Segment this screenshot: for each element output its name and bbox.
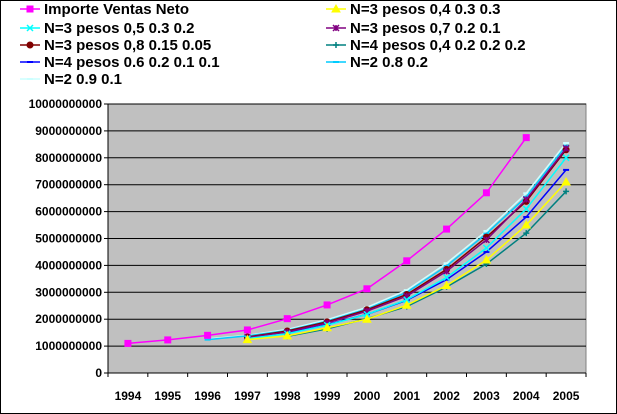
- legend-label: N=4 pesos 0,4 0.2 0.2 0.2: [350, 37, 526, 54]
- x-tick-label: 1996: [194, 389, 221, 403]
- data-point: [522, 205, 530, 213]
- series-line: [207, 145, 567, 341]
- data-point: [522, 134, 530, 142]
- data-point: [441, 280, 452, 290]
- x-tick-label: 2005: [553, 389, 580, 403]
- data-point: [562, 144, 570, 152]
- y-tick-label: 3000000000: [35, 285, 102, 299]
- y-tick-label: 8000000000: [35, 151, 102, 165]
- x-tick-label: 2003: [473, 389, 500, 403]
- legend-marker: [26, 24, 34, 32]
- legend-marker: [332, 24, 340, 32]
- data-point: [282, 330, 293, 340]
- x-tick-label: 1999: [314, 389, 341, 403]
- y-tick-label: 0: [95, 366, 102, 380]
- legend-label: N=2 0.9 0.1: [44, 71, 122, 88]
- legend-label: Importe Ventas Neto: [44, 1, 189, 18]
- data-point: [401, 300, 412, 309]
- data-point: [242, 334, 253, 344]
- legend-marker: [333, 42, 339, 48]
- data-point: [403, 257, 411, 265]
- y-tick-label: 6000000000: [35, 205, 102, 219]
- data-point: [363, 285, 371, 293]
- x-tick-label: 2001: [393, 389, 420, 403]
- data-point: [403, 296, 411, 304]
- data-point: [562, 154, 570, 162]
- legend-label: N=3 pesos 0,5 0.3 0.2: [44, 20, 195, 37]
- x-tick-label: 1994: [115, 389, 142, 403]
- data-point: [323, 301, 331, 309]
- y-tick-label: 5000000000: [35, 232, 102, 246]
- data-point: [124, 339, 132, 347]
- y-tick-label: 9000000000: [35, 124, 102, 138]
- x-tick-label: 2002: [433, 389, 460, 403]
- data-point: [443, 267, 451, 275]
- data-point: [443, 273, 451, 282]
- data-point: [481, 255, 492, 264]
- data-point: [243, 326, 251, 334]
- data-point: [482, 244, 490, 252]
- series-line: [287, 190, 567, 338]
- x-tick-label: 2000: [354, 389, 381, 403]
- y-tick-label: 7000000000: [35, 178, 102, 192]
- data-point: [482, 189, 490, 197]
- legend-label: N=2 0.8 0.2: [350, 54, 428, 71]
- data-point: [322, 322, 332, 332]
- y-tick-label: 1000000000: [35, 339, 102, 353]
- legend-label: N=3 pesos 0,7 0.2 0.1: [350, 20, 501, 37]
- data-point: [482, 236, 490, 244]
- data-point: [362, 314, 372, 323]
- legend-label: N=3 pesos 0,4 0.3 0.3: [350, 1, 501, 18]
- data-point: [164, 336, 172, 344]
- data-point: [283, 315, 291, 323]
- data-point: [522, 195, 530, 204]
- data-point: [204, 331, 212, 339]
- series-line: [207, 142, 567, 340]
- y-tick-label: 4000000000: [35, 258, 102, 272]
- legend-marker: [26, 5, 34, 13]
- x-tick-label: 1998: [274, 389, 301, 403]
- y-tick-label: 10000000000: [29, 97, 103, 111]
- x-tick-label: 1995: [154, 389, 181, 403]
- data-point: [523, 230, 530, 237]
- legend-label: N=4 pesos 0.6 0.2 0.1 0.1: [44, 54, 220, 71]
- x-tick-label: 2004: [513, 389, 540, 403]
- data-point: [443, 225, 451, 233]
- legend-label: N=3 pesos 0,8 0.15 0.05: [44, 37, 211, 54]
- y-tick-label: 2000000000: [35, 312, 102, 326]
- x-tick-label: 1997: [234, 389, 261, 403]
- data-point: [521, 220, 532, 229]
- data-point: [563, 188, 570, 195]
- data-point: [561, 177, 571, 186]
- legend-marker: [26, 41, 34, 49]
- legend-marker: [331, 3, 341, 13]
